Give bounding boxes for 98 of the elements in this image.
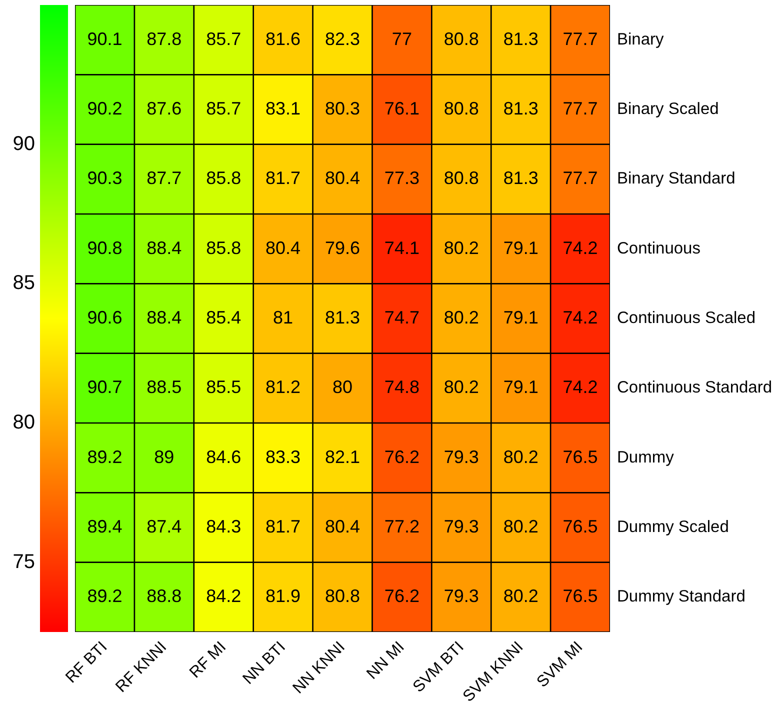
data-label: 85.4 [206,307,242,328]
data-label: 80.8 [444,168,479,188]
data-label: 84.3 [206,516,242,536]
data-label: 87.8 [146,28,182,49]
data-label: 85.8 [206,238,242,258]
data-label: 74.2 [562,377,598,398]
data-label: 76.5 [562,586,598,606]
data-label: 79.6 [324,238,360,258]
data-label: 81.3 [324,307,360,328]
data-label: 77.2 [384,516,420,536]
data-label: 77.7 [562,168,598,188]
data-label: 80.2 [444,307,479,328]
y-tick-label: Binary Scaled [617,100,719,118]
data-label: 76.5 [562,516,598,536]
data-label: 80.4 [266,238,301,258]
data-label: 81.3 [503,98,538,118]
data-label: 74.7 [384,307,420,328]
data-label: 84.6 [206,446,242,467]
y-tick-label: Dummy Standard [617,588,746,606]
data-label: 90.7 [87,377,122,398]
data-label: 80.4 [324,168,360,188]
data-label: 77.7 [562,28,598,49]
data-label: 90.2 [87,98,122,118]
data-label: 89 [154,446,174,467]
data-label: 80 [332,377,353,398]
data-label: 80.2 [503,446,538,467]
data-label: 83.1 [266,98,301,118]
data-label: 80.2 [444,377,479,398]
x-tick-label: NN MI [364,638,408,683]
x-tick-label: RF MI [186,638,230,682]
data-label: 80.8 [444,28,479,49]
data-label: 89.4 [87,516,122,536]
data-label: 88.4 [146,307,182,328]
data-label: 90.6 [87,307,122,328]
y-tick-label: Binary [617,30,665,48]
y-tick-label: Dummy Scaled [617,518,729,536]
data-label: 76.2 [384,446,420,467]
y-tick-label: Continuous Standard [617,378,772,397]
data-label: 81.7 [266,168,301,188]
data-label: 90.3 [87,168,122,188]
data-label: 79.3 [444,586,479,606]
data-label: 79.1 [503,307,538,328]
y-tick-label: Continuous Scaled [617,309,756,328]
color-bar-label: 80 [12,412,35,434]
data-label: 87.4 [146,516,182,536]
color-bar-label: 90 [12,132,35,155]
data-label: 82.1 [324,446,360,467]
data-label: 81.3 [503,168,538,188]
data-label: 85.5 [206,377,242,398]
x-tick-label: RF BTI [62,638,111,687]
data-label: 76.5 [562,446,598,467]
data-label: 80.3 [324,98,360,118]
data-label: 81.2 [266,377,301,398]
data-label: 80.2 [444,238,479,258]
data-label: 77.7 [562,98,598,118]
x-tick-label: NN BTI [240,638,289,688]
data-label: 81.7 [266,516,301,536]
data-label: 81 [273,307,294,328]
data-label: 90.8 [87,238,122,258]
data-label: 80.4 [324,516,360,536]
data-label: 81.3 [503,28,538,49]
data-label: 79.1 [503,238,538,258]
data-label: 74.1 [384,238,420,258]
data-label: 80.2 [503,516,538,536]
data-label: 77.3 [384,168,420,188]
data-label: 90.1 [87,28,122,49]
data-label: 81.9 [266,586,301,606]
data-label: 89.2 [87,446,122,467]
data-label: 76.1 [384,98,420,118]
y-tick-label: Continuous [617,239,700,258]
data-label: 84.2 [206,586,242,606]
data-label: 83.3 [266,446,301,467]
data-label: 77 [392,28,412,49]
data-label: 74.2 [562,307,598,328]
data-label: 87.6 [146,98,182,118]
data-label: 80.2 [503,586,538,606]
data-label: 88.5 [146,377,182,398]
data-label: 80.8 [444,98,479,118]
data-label: 88.8 [146,586,182,606]
data-label: 80.8 [324,586,360,606]
data-label: 79.1 [503,377,538,398]
data-label: 89.2 [87,586,122,606]
color-bar-label: 85 [12,272,35,294]
data-label: 76.2 [384,586,420,606]
data-label: 79.3 [444,446,479,467]
data-label: 82.3 [324,28,360,49]
data-label: 87.7 [146,168,182,188]
color-bar-label: 75 [12,550,35,573]
y-tick-label: Binary Standard [617,170,736,188]
data-label: 85.8 [206,168,242,188]
y-tick-label: Dummy [617,448,675,466]
data-label: 85.7 [206,28,242,49]
data-label: 79.3 [444,516,479,536]
data-label: 81.6 [266,28,301,49]
data-label: 74.2 [562,238,598,258]
data-label: 88.4 [146,238,182,258]
data-label: 85.7 [206,98,242,118]
data-label: 74.8 [384,377,420,398]
